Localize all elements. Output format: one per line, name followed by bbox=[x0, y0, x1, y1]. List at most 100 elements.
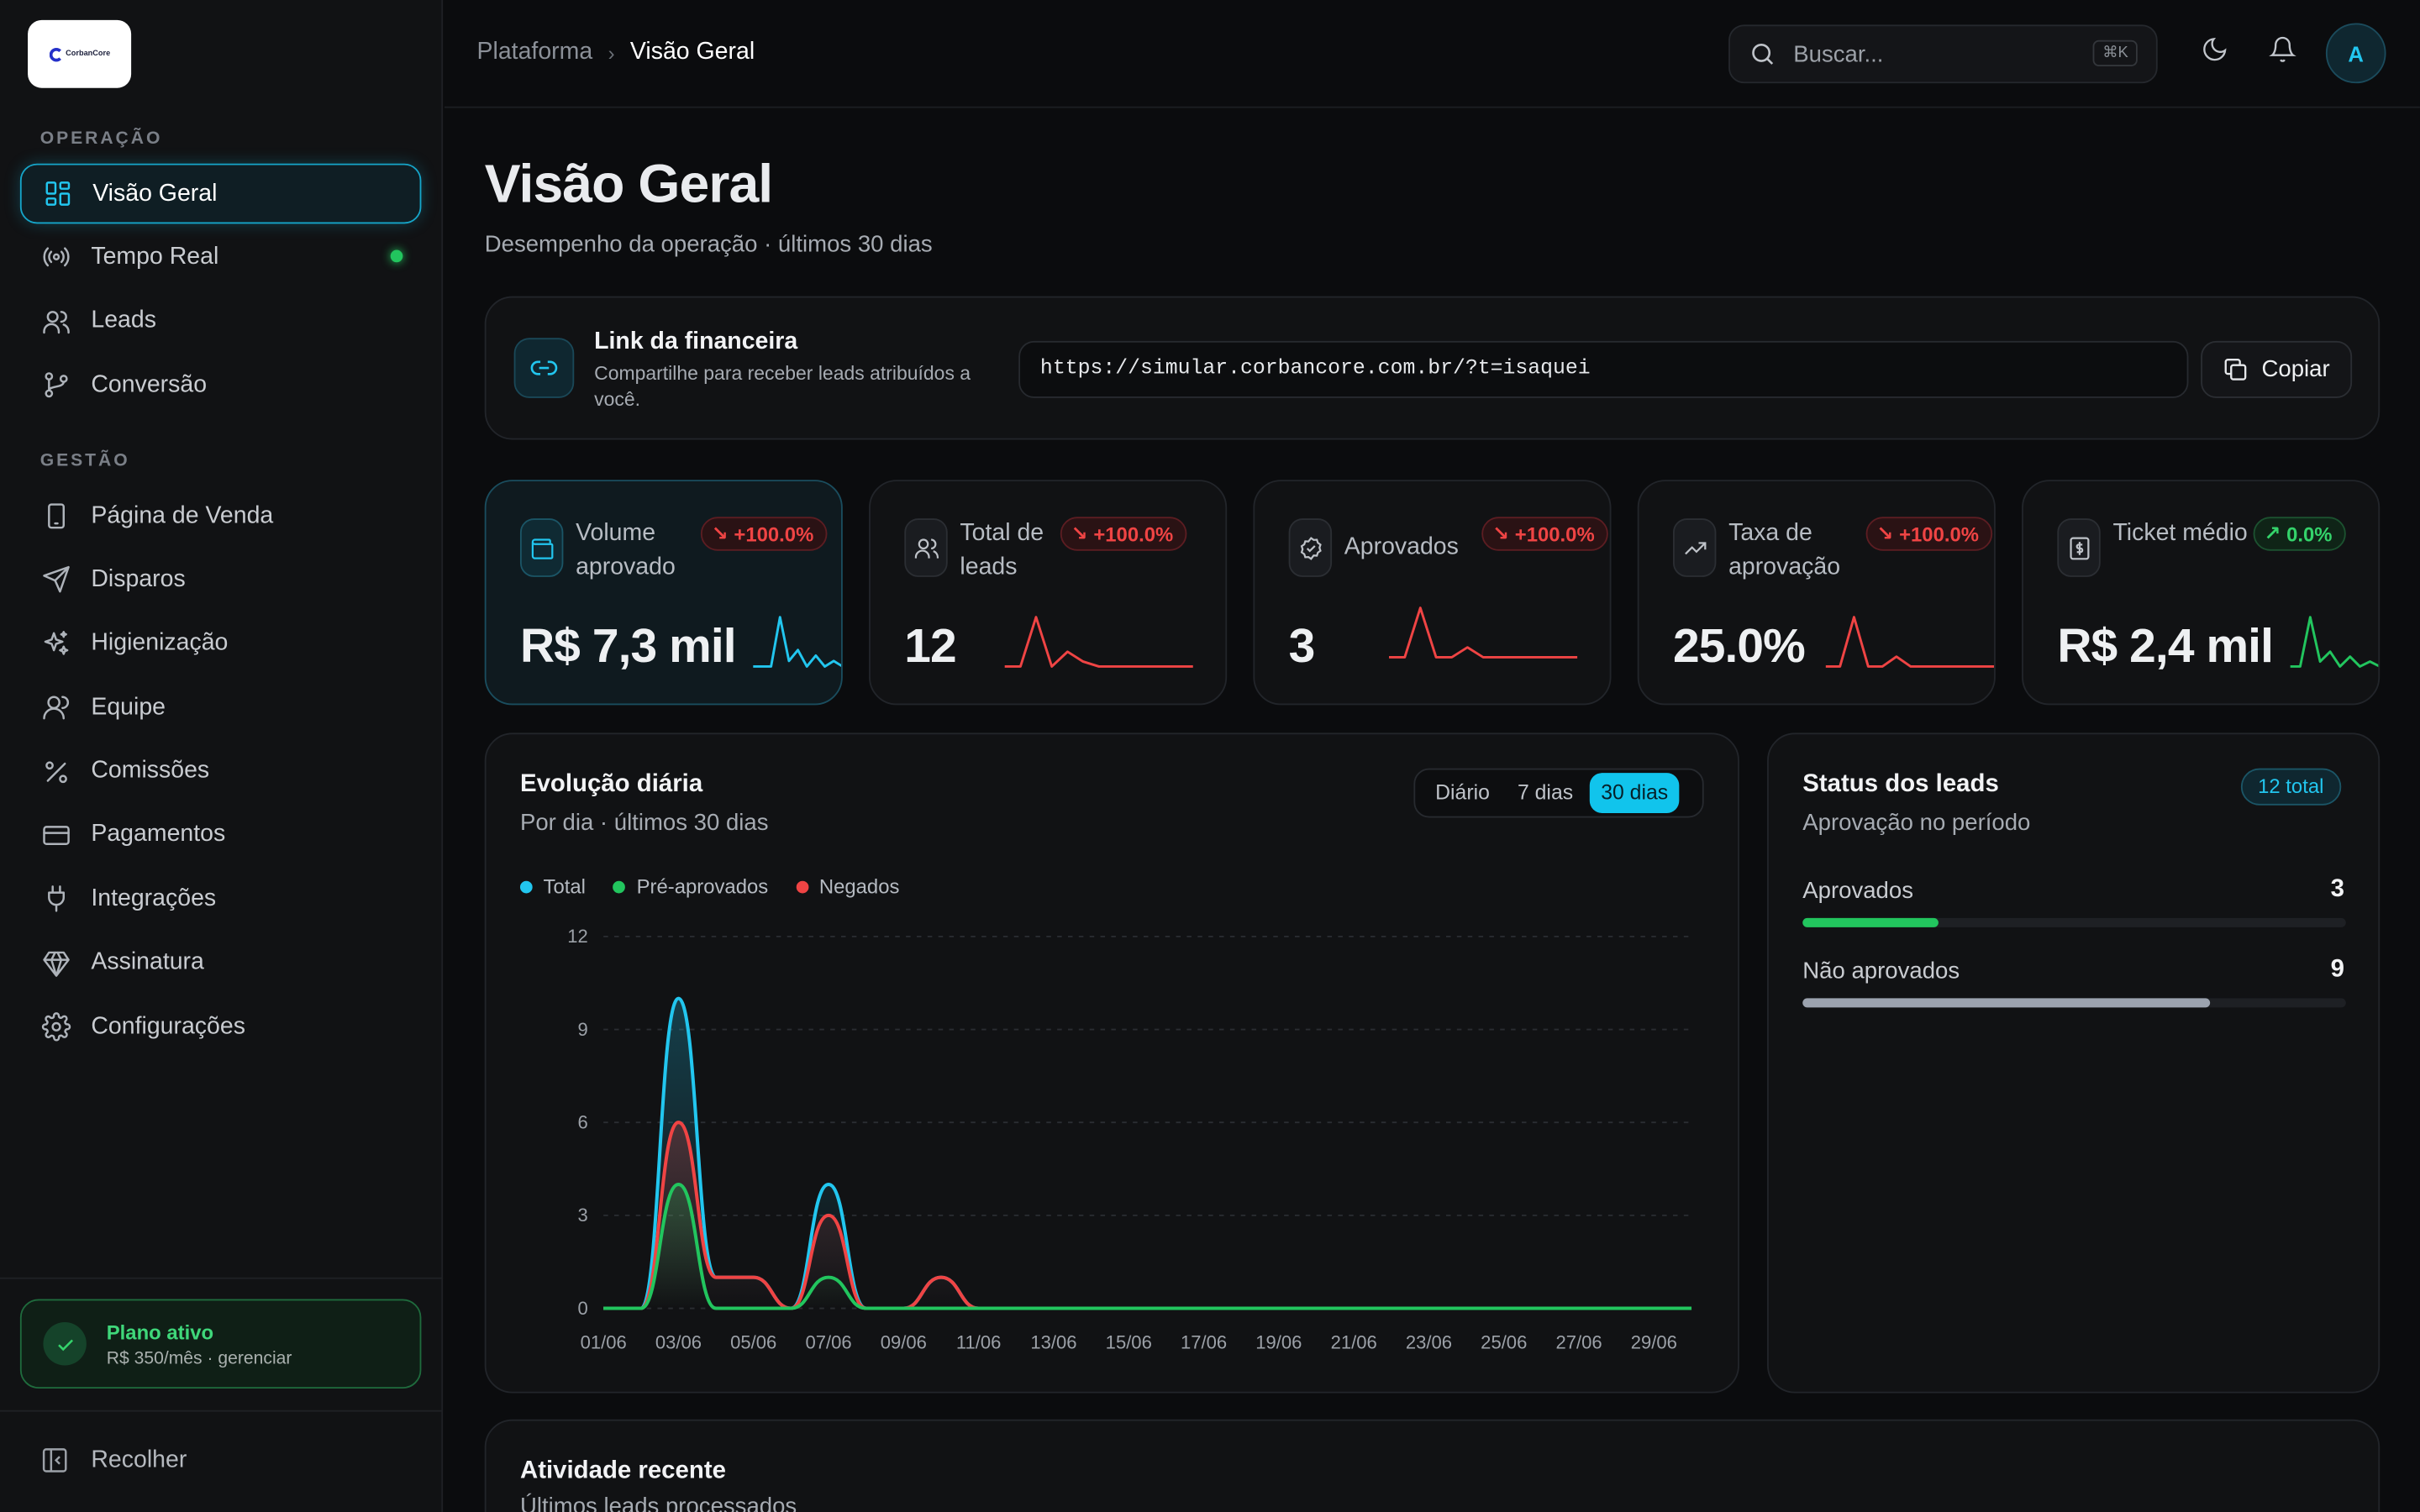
y-tick-label: 0 bbox=[578, 1298, 588, 1319]
stat-delta-badge: ↗ 0.0% bbox=[2253, 517, 2347, 551]
copy-link-button[interactable]: Copiar bbox=[2201, 340, 2353, 398]
range-option-diario[interactable]: Diário bbox=[1435, 780, 1490, 804]
legend-swatch bbox=[613, 879, 626, 893]
sidebar-item-label: Visão Geral bbox=[92, 179, 218, 207]
sparkline bbox=[753, 616, 842, 668]
sidebar-item-tempo-real[interactable]: Tempo Real bbox=[20, 228, 422, 288]
range-option-30-dias[interactable]: 30 dias bbox=[1590, 773, 1680, 813]
avatar[interactable]: A bbox=[2325, 23, 2386, 84]
range-option-7-dias[interactable]: 7 dias bbox=[1517, 780, 1574, 804]
legend-label: Negados bbox=[818, 874, 900, 898]
stat-delta: +100.0% bbox=[1899, 522, 1980, 546]
sidebar-item-pagina-de-venda[interactable]: Página de Venda bbox=[20, 486, 422, 547]
daily-chart: 0 3 6 9 12 01/06 03/06 05/06 07/06 09/06 11/06 13/0… bbox=[567, 926, 1692, 1352]
series-line-total[interactable] bbox=[603, 996, 1692, 1310]
status-row-label: Não aprovados bbox=[1802, 958, 1960, 984]
sparkline bbox=[1004, 616, 1193, 668]
stat-card-ticket-medio[interactable]: Ticket médio ↗ 0.0% R$ 2,4 mil bbox=[2022, 480, 2381, 706]
stat-delta: +100.0% bbox=[1093, 522, 1174, 546]
x-tick-label: 27/06 bbox=[1556, 1331, 1602, 1352]
search-input[interactable]: Buscar... ⌘K bbox=[1728, 24, 2158, 84]
sparkline-path bbox=[1825, 616, 1995, 668]
x-tick-label: 09/06 bbox=[881, 1331, 927, 1352]
copy-icon bbox=[2225, 359, 2248, 381]
sidebar-item-leads[interactable]: Leads bbox=[20, 291, 422, 352]
sidebar-item-integracoes[interactable]: Integrações bbox=[20, 869, 422, 930]
y-tick-label: 3 bbox=[578, 1205, 588, 1226]
sparkline-path bbox=[753, 616, 842, 668]
sidebar-item-visao-geral[interactable]: Visão Geral bbox=[19, 163, 422, 224]
breadcrumb-root[interactable]: Plataforma bbox=[476, 38, 593, 66]
notifications-button[interactable] bbox=[2269, 35, 2302, 69]
sidebar-item-configuracoes[interactable]: Configurações bbox=[20, 997, 422, 1058]
sidebar-divider bbox=[0, 1277, 444, 1279]
collapse-sidebar-button[interactable]: Recolher bbox=[40, 1446, 187, 1475]
status-row-value: 3 bbox=[2330, 876, 2344, 903]
sidebar-item-disparos[interactable]: Disparos bbox=[20, 550, 422, 611]
wallet-icon bbox=[519, 518, 564, 577]
legend-swatch bbox=[519, 879, 533, 893]
x-tick-label: 05/06 bbox=[730, 1331, 776, 1352]
x-tick-label: 07/06 bbox=[805, 1331, 851, 1352]
sidebar-item-label: Leads bbox=[91, 307, 156, 334]
nav-gestao: Página de Venda Disparos Higienização Eq… bbox=[20, 486, 422, 1061]
plan-card[interactable]: Plano ativo R$ 350/mês · gerenciar bbox=[19, 1299, 422, 1389]
x-tick-label: 21/06 bbox=[1331, 1331, 1377, 1352]
section-label-operacao: OPERAÇÃO bbox=[39, 129, 163, 149]
x-tick-label: 19/06 bbox=[1255, 1331, 1302, 1352]
panel-left-icon bbox=[42, 1448, 67, 1473]
page-subtitle: Desempenho da operação · últimos 30 dias bbox=[484, 231, 933, 258]
sidebar-item-label: Página de Venda bbox=[91, 501, 274, 529]
sparkles-icon bbox=[40, 628, 71, 659]
sidebar-item-label: Pagamentos bbox=[91, 821, 226, 848]
progress-fill-nao-aprovados bbox=[1802, 998, 2211, 1008]
stat-label: Volume aprovado bbox=[576, 519, 676, 580]
gear-icon bbox=[40, 1011, 71, 1042]
x-tick-label: 25/06 bbox=[1481, 1331, 1527, 1352]
arrow-down-right-icon: ↘ bbox=[1876, 521, 1900, 545]
live-indicator bbox=[390, 250, 403, 263]
link-url-field[interactable]: https://simular.corbancore.com.br/?t=isa… bbox=[1018, 340, 2189, 398]
recent-subtitle: Últimos leads processados bbox=[519, 1493, 797, 1512]
stat-card-total-leads[interactable]: Total de leads ↘ +100.0% 12 bbox=[869, 480, 1228, 706]
stat-value: R$ 2,4 mil bbox=[2057, 618, 2274, 673]
stat-delta: +100.0% bbox=[1514, 522, 1595, 546]
sidebar-item-label: Conversão bbox=[91, 371, 208, 398]
sidebar-item-conversao[interactable]: Conversão bbox=[20, 355, 422, 416]
plug-icon bbox=[40, 884, 71, 915]
smartphone-icon bbox=[40, 501, 71, 532]
collapse-label: Recolher bbox=[91, 1446, 187, 1473]
recent-activity-card: Atividade recente Últimos leads processa… bbox=[484, 1419, 2381, 1512]
chart-legend: Total Pré-aprovados Negados bbox=[519, 874, 899, 898]
send-icon bbox=[40, 564, 71, 596]
breadcrumb: Plataforma › Visão Geral bbox=[477, 39, 755, 66]
legend-item-pre-aprovados[interactable]: Pré-aprovados bbox=[613, 874, 768, 898]
theme-toggle-button[interactable] bbox=[2201, 35, 2234, 69]
brand-logo[interactable]: CorbanCore bbox=[28, 19, 132, 88]
sidebar-item-equipe[interactable]: Equipe bbox=[20, 678, 422, 738]
topbar: Plataforma › Visão Geral Buscar... ⌘K A bbox=[444, 0, 2420, 108]
series-line-pr-aprovados[interactable] bbox=[603, 1182, 1692, 1310]
plan-manage-link[interactable]: R$ 350/mês · gerenciar bbox=[106, 1349, 292, 1368]
x-tick-label: 03/06 bbox=[655, 1331, 702, 1352]
arrow-up-right-icon: ↗ bbox=[2264, 521, 2287, 545]
brand-logo-text: CorbanCore bbox=[66, 49, 111, 59]
y-tick-label: 9 bbox=[578, 1019, 588, 1040]
stat-card-volume-aprovado[interactable]: Volume aprovado ↘ +100.0% R$ 7,3 mil bbox=[484, 480, 843, 706]
status-row-value: 9 bbox=[2330, 956, 2344, 983]
sidebar-item-assinatura[interactable]: Assinatura bbox=[20, 933, 422, 994]
sidebar-item-pagamentos[interactable]: Pagamentos bbox=[20, 806, 422, 866]
sidebar: CorbanCore OPERAÇÃO Visão Geral Tempo Re… bbox=[0, 0, 444, 1512]
legend-item-negados[interactable]: Negados bbox=[796, 874, 899, 898]
sidebar-item-label: Integrações bbox=[91, 885, 217, 912]
stat-card-taxa-aprovacao[interactable]: Taxa de aprovação ↘ +100.0% 25.0% bbox=[1637, 480, 1996, 706]
sidebar-item-comissoes[interactable]: Comissões bbox=[20, 742, 422, 802]
stat-label: Taxa de aprovação bbox=[1728, 519, 1841, 580]
credit-card-icon bbox=[40, 820, 71, 851]
badge-check-icon bbox=[1288, 518, 1333, 577]
sidebar-item-higienizacao[interactable]: Higienização bbox=[20, 614, 422, 675]
sidebar-item-label: Higienização bbox=[91, 629, 229, 657]
legend-item-total[interactable]: Total bbox=[519, 874, 586, 898]
stat-card-aprovados[interactable]: Aprovados ↘ +100.0% 3 bbox=[1253, 480, 1612, 706]
